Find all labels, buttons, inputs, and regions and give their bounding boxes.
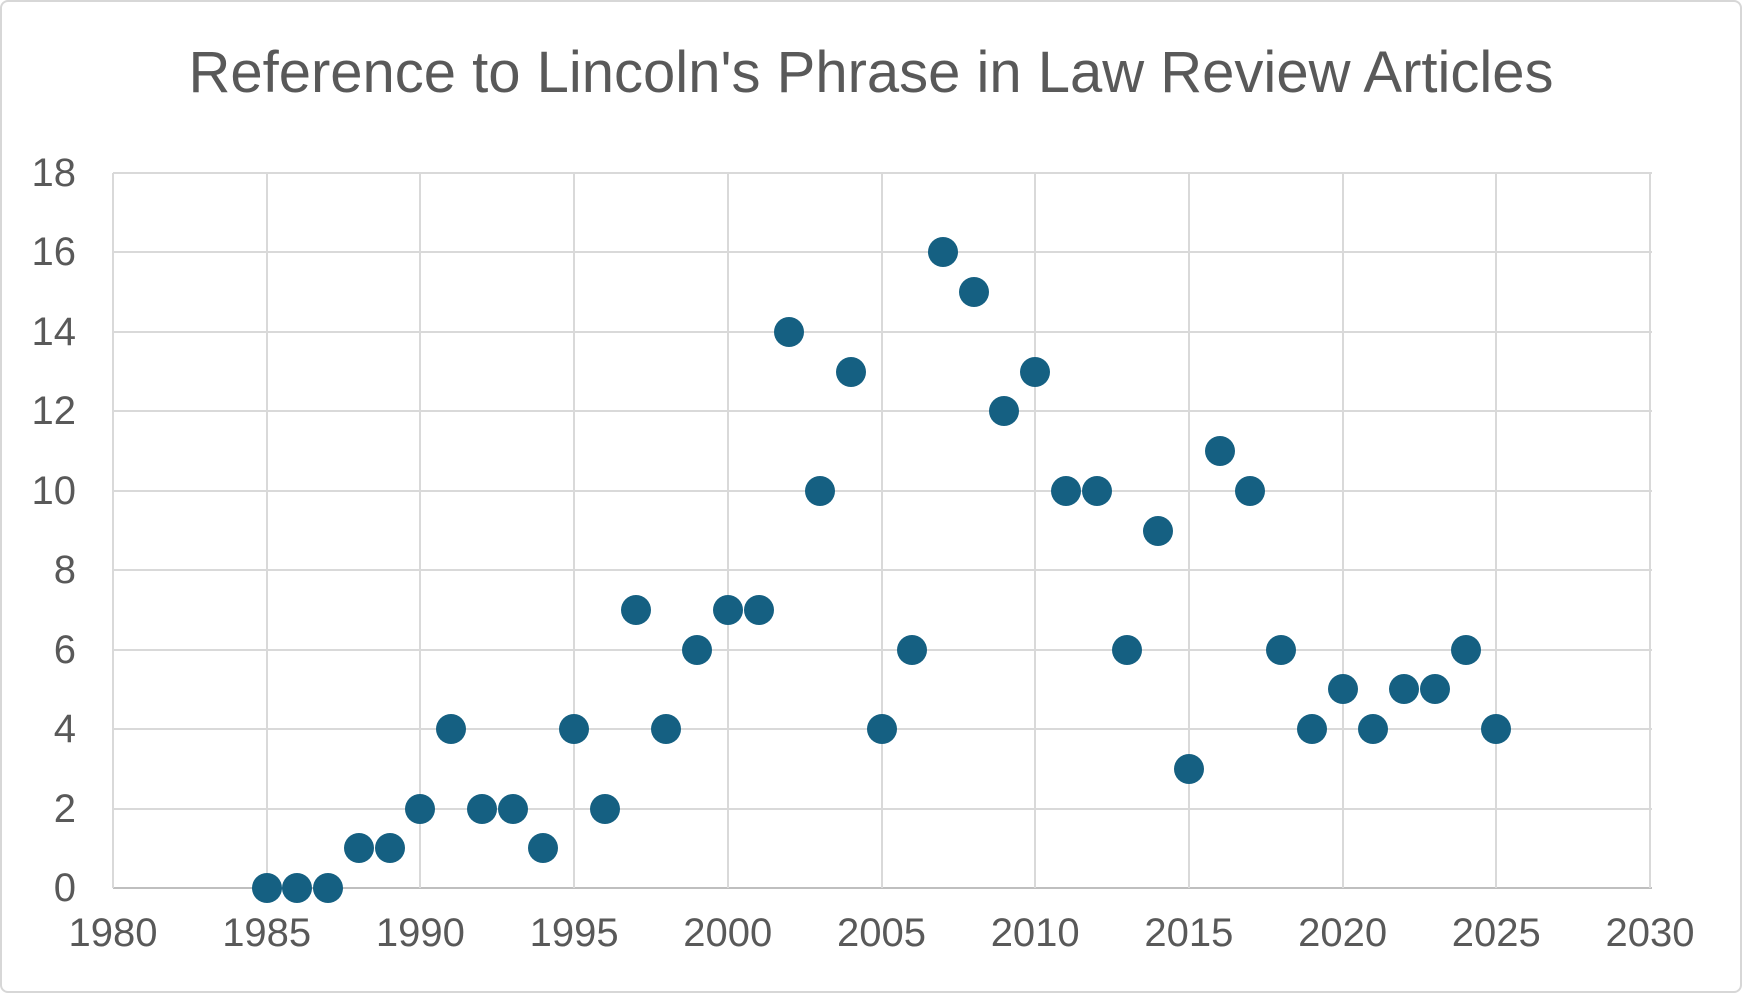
x-axis-tick-label: 2005 bbox=[837, 911, 926, 955]
y-axis-tick-label: 12 bbox=[31, 389, 77, 434]
data-point[interactable] bbox=[1266, 634, 1297, 665]
data-point[interactable] bbox=[1204, 436, 1235, 467]
x-gridline bbox=[1341, 173, 1344, 888]
data-point[interactable] bbox=[712, 594, 743, 625]
data-point[interactable] bbox=[651, 714, 682, 745]
x-axis-tick-label: 2020 bbox=[1298, 911, 1388, 955]
y-axis-tick-label: 8 bbox=[53, 548, 76, 593]
data-point[interactable] bbox=[927, 237, 958, 268]
data-point[interactable] bbox=[1296, 714, 1327, 745]
data-point[interactable] bbox=[1112, 634, 1143, 665]
data-point[interactable] bbox=[897, 634, 928, 665]
y-gridline bbox=[113, 251, 1652, 254]
data-point[interactable] bbox=[466, 793, 497, 824]
data-point[interactable] bbox=[1419, 674, 1450, 705]
data-point[interactable] bbox=[282, 873, 313, 903]
data-point[interactable] bbox=[866, 714, 897, 745]
data-point[interactable] bbox=[620, 594, 651, 625]
y-gridline bbox=[113, 330, 1652, 333]
data-point[interactable] bbox=[743, 594, 774, 625]
x-axis-tick-label: 2000 bbox=[683, 911, 773, 955]
data-point[interactable] bbox=[589, 793, 620, 824]
data-point[interactable] bbox=[374, 833, 405, 864]
x-gridline bbox=[419, 173, 422, 888]
data-point[interactable] bbox=[436, 714, 467, 745]
data-point[interactable] bbox=[805, 475, 836, 506]
x-gridline bbox=[1034, 173, 1037, 888]
data-point[interactable] bbox=[405, 793, 436, 824]
data-point[interactable] bbox=[528, 833, 559, 864]
y-gridline bbox=[113, 569, 1652, 572]
data-point[interactable] bbox=[1358, 714, 1389, 745]
y-axis-tick-label: 4 bbox=[53, 707, 76, 752]
y-gridline bbox=[113, 648, 1652, 651]
data-point[interactable] bbox=[1450, 634, 1481, 665]
data-point[interactable] bbox=[774, 316, 805, 347]
data-point[interactable] bbox=[1235, 475, 1266, 506]
y-axis-tick-label: 14 bbox=[31, 309, 77, 354]
y-axis-tick-label: 16 bbox=[31, 230, 77, 275]
x-axis-tick-label: 2010 bbox=[990, 911, 1080, 955]
y-gridline bbox=[113, 410, 1652, 413]
y-axis-tick-label: 18 bbox=[31, 151, 77, 195]
data-point[interactable] bbox=[835, 356, 866, 387]
x-axis-tick-label: 1995 bbox=[529, 911, 619, 955]
data-point[interactable] bbox=[1143, 515, 1174, 546]
data-point[interactable] bbox=[1020, 356, 1051, 387]
y-gridline bbox=[113, 807, 1652, 810]
x-gridline bbox=[112, 173, 114, 888]
x-gridline bbox=[1187, 173, 1190, 888]
data-point[interactable] bbox=[559, 714, 590, 745]
y-axis-tick-label: 10 bbox=[31, 468, 77, 513]
x-gridline bbox=[265, 173, 268, 888]
data-point[interactable] bbox=[251, 873, 282, 903]
data-point[interactable] bbox=[343, 833, 374, 864]
data-point[interactable] bbox=[989, 396, 1020, 427]
x-gridline bbox=[726, 173, 729, 888]
chart-title[interactable]: Reference to Lincoln's Phrase in Law Rev… bbox=[188, 40, 1554, 105]
x-axis-tick-label: 2025 bbox=[1451, 911, 1541, 955]
data-point[interactable] bbox=[1173, 753, 1204, 784]
x-gridline bbox=[1649, 173, 1651, 888]
data-point[interactable] bbox=[1327, 674, 1358, 705]
x-gridline bbox=[573, 173, 576, 888]
x-axis-line bbox=[113, 887, 1652, 889]
y-gridline bbox=[113, 172, 1652, 174]
x-axis-tick-label: 2030 bbox=[1605, 911, 1695, 955]
data-point[interactable] bbox=[958, 277, 989, 308]
data-point[interactable] bbox=[1389, 674, 1420, 705]
x-gridline bbox=[880, 173, 883, 888]
y-axis-tick-label: 0 bbox=[53, 866, 76, 910]
x-axis-tick-label: 1990 bbox=[375, 911, 465, 955]
x-gridline bbox=[1495, 173, 1498, 888]
data-point[interactable] bbox=[1081, 475, 1112, 506]
y-gridline bbox=[113, 489, 1652, 492]
data-point[interactable] bbox=[1050, 475, 1081, 506]
data-point[interactable] bbox=[1481, 714, 1512, 745]
data-point[interactable] bbox=[682, 634, 713, 665]
x-axis-tick-label: 1980 bbox=[68, 911, 158, 955]
y-axis-tick-label: 2 bbox=[53, 786, 76, 831]
data-point[interactable] bbox=[497, 793, 528, 824]
data-point[interactable] bbox=[313, 873, 344, 903]
x-axis-tick-label: 2015 bbox=[1144, 911, 1234, 955]
x-axis-tick-label: 1985 bbox=[222, 911, 312, 955]
y-axis-tick-label: 6 bbox=[53, 627, 76, 672]
